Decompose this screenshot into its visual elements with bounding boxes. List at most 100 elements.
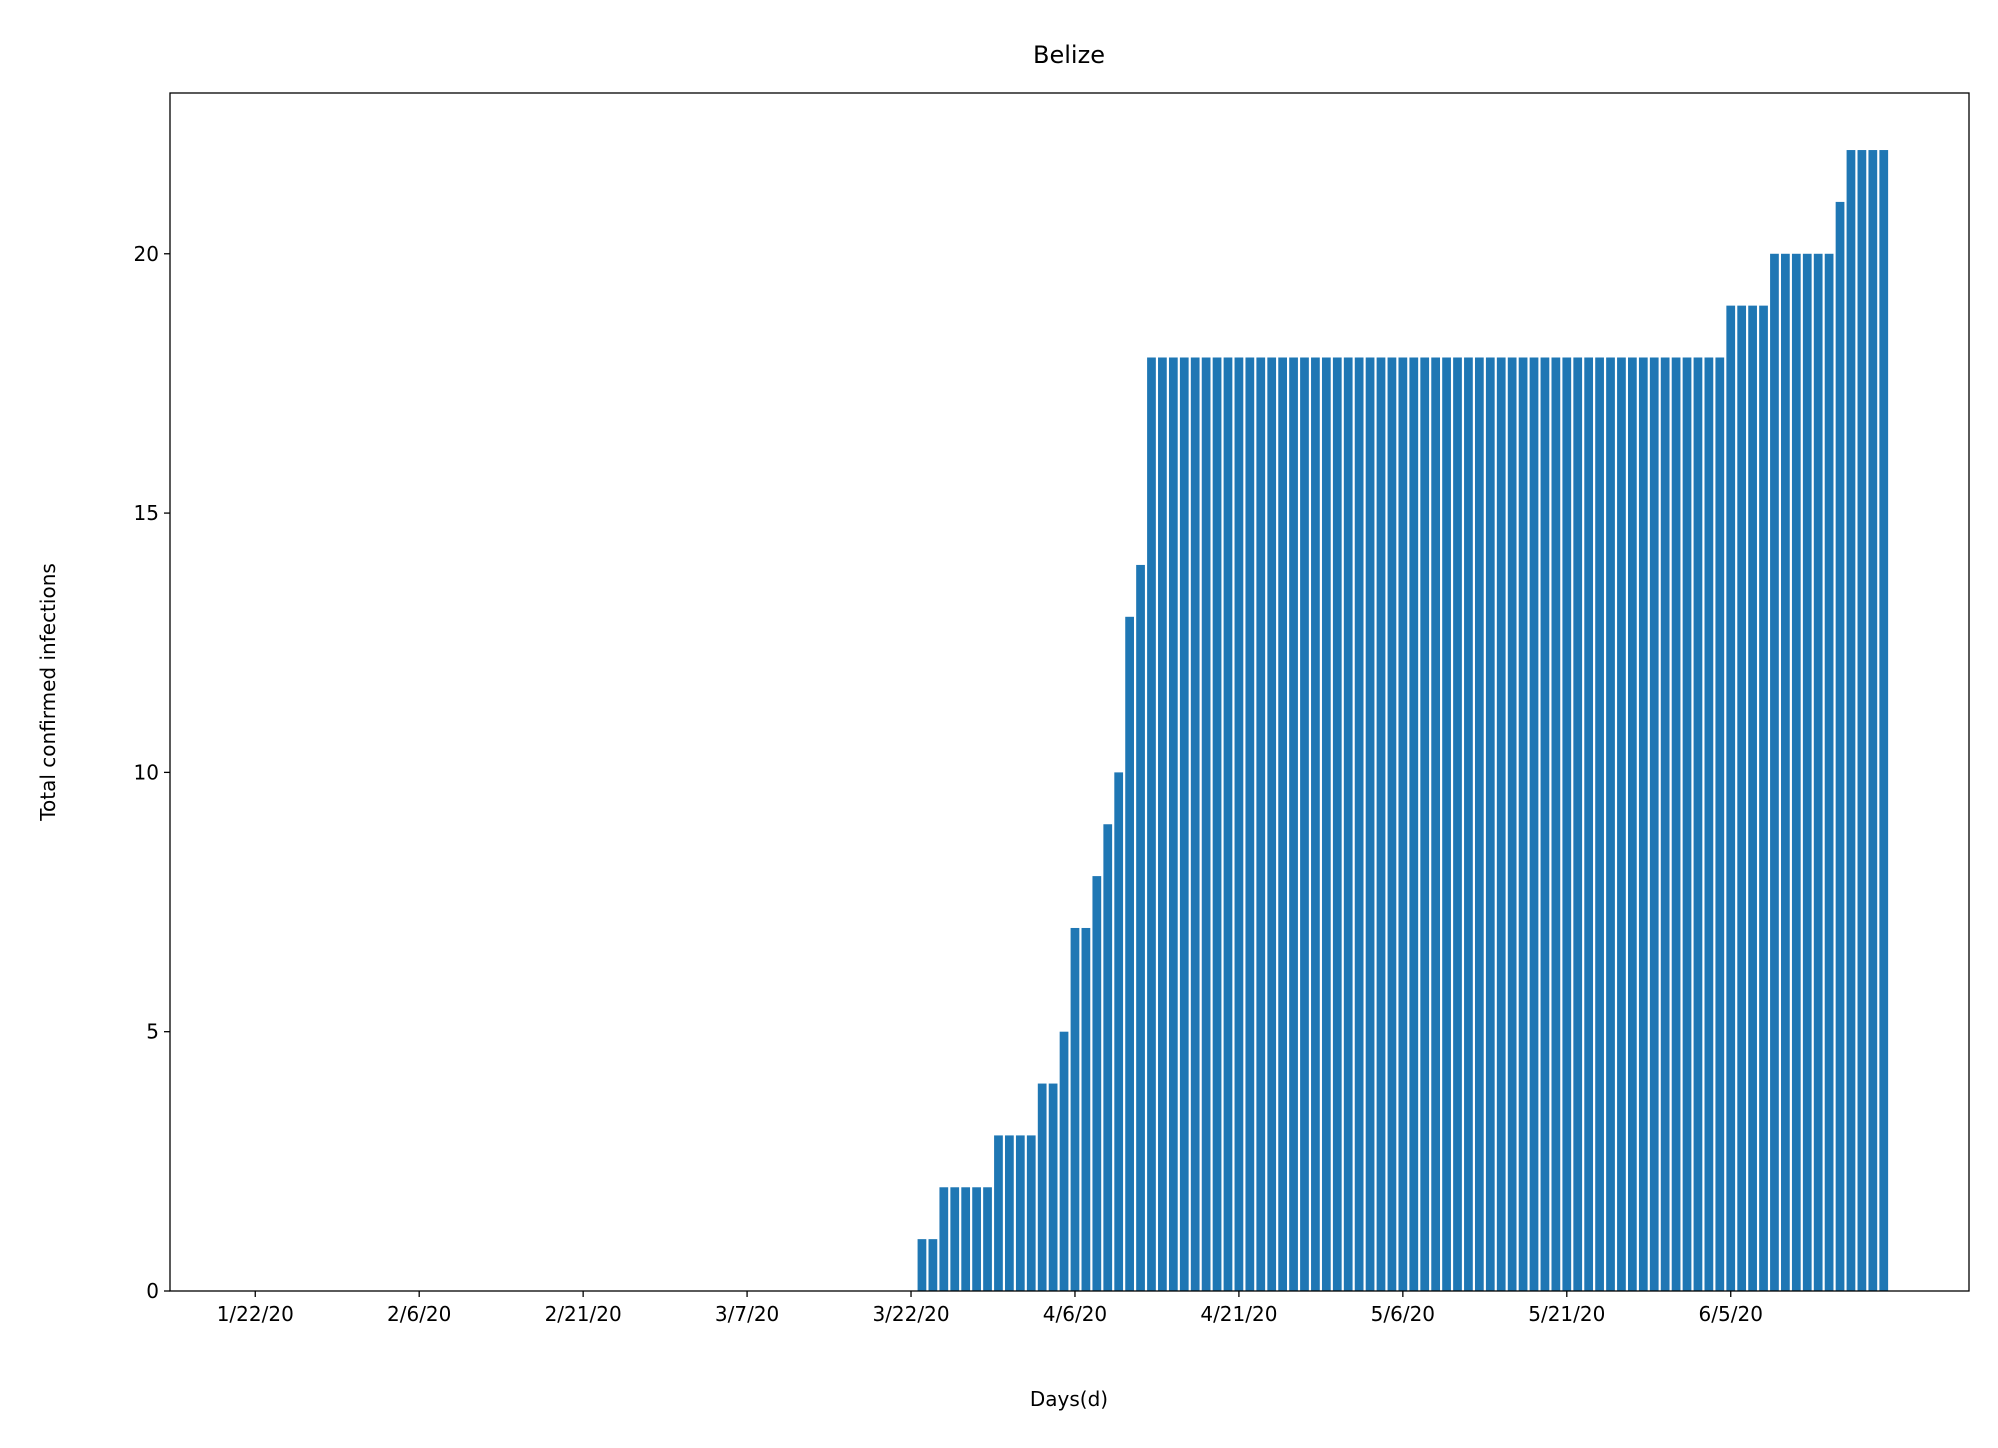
bar (1442, 357, 1451, 1291)
bar (928, 1239, 938, 1291)
bar (1245, 357, 1255, 1291)
bar (1791, 253, 1801, 1292)
x-tick-label: 4/6/20 (1043, 1302, 1107, 1326)
bar (1387, 357, 1397, 1291)
bar (1464, 357, 1473, 1291)
x-tick-label: 3/22/20 (872, 1302, 949, 1326)
bar (1168, 357, 1178, 1291)
bar (1136, 564, 1145, 1291)
bar (1365, 357, 1375, 1291)
bar (1868, 150, 1878, 1292)
x-tick-label: 2/6/20 (387, 1302, 451, 1326)
chart-title: Belize (1033, 41, 1105, 69)
bar (1300, 357, 1309, 1291)
bar (950, 1187, 960, 1291)
bar (1453, 357, 1462, 1291)
plot-frame (169, 92, 1970, 1292)
bar (1737, 305, 1747, 1291)
bar (1715, 357, 1725, 1291)
bar (1660, 357, 1670, 1291)
bar (1606, 357, 1615, 1291)
bar (983, 1187, 992, 1291)
bar (1551, 357, 1561, 1291)
bar (1671, 357, 1681, 1291)
y-tick-label: 5 (146, 1020, 159, 1044)
bar (939, 1187, 949, 1291)
bar (961, 1187, 971, 1291)
bar (1343, 357, 1353, 1291)
bar (917, 1239, 927, 1291)
bar (1070, 927, 1080, 1291)
bar (1813, 253, 1823, 1292)
bar (1879, 150, 1889, 1292)
bar (1540, 357, 1550, 1291)
x-tick-label: 5/6/20 (1371, 1302, 1435, 1326)
bar (1431, 357, 1441, 1291)
x-tick-label: 1/22/20 (217, 1302, 294, 1326)
y-tick-label: 20 (134, 242, 159, 266)
bar (1496, 357, 1506, 1291)
bar (1278, 357, 1287, 1291)
y-tick-label: 0 (146, 1279, 159, 1303)
x-tick-label: 6/5/20 (1699, 1302, 1763, 1326)
x-tick-label: 5/21/20 (1528, 1302, 1605, 1326)
x-axis-label: Days(d) (1030, 1387, 1108, 1411)
bar (1026, 1135, 1036, 1291)
bar (1420, 357, 1430, 1291)
bar (1289, 357, 1298, 1291)
bar (1770, 253, 1779, 1292)
bar (1376, 357, 1386, 1291)
bar (1190, 357, 1200, 1291)
bar (1005, 1135, 1014, 1291)
bar (1179, 357, 1189, 1291)
bar (1409, 357, 1419, 1291)
bar (1332, 357, 1342, 1291)
bar (1562, 357, 1572, 1291)
bar (1114, 772, 1124, 1291)
y-tick-label: 10 (134, 760, 159, 784)
bar (1846, 150, 1856, 1292)
bar (1507, 357, 1517, 1291)
bar (1059, 1031, 1069, 1291)
bar (1595, 357, 1604, 1291)
bar (1037, 1083, 1047, 1291)
bar (1015, 1135, 1025, 1291)
bar (1081, 927, 1091, 1291)
bar (1617, 357, 1626, 1291)
bar (1147, 357, 1156, 1291)
bar (1398, 357, 1408, 1291)
bar (1835, 201, 1845, 1292)
bar (1212, 357, 1222, 1291)
bar (1311, 357, 1320, 1291)
bar (1693, 357, 1703, 1291)
bar (1125, 616, 1134, 1291)
bar (1267, 357, 1277, 1291)
bar (1824, 253, 1834, 1292)
bar (1638, 357, 1648, 1291)
bar (1321, 357, 1331, 1291)
x-tick-label: 2/21/20 (545, 1302, 622, 1326)
x-tick-label: 3/7/20 (715, 1302, 779, 1326)
bar (972, 1187, 981, 1291)
bar (1781, 253, 1790, 1292)
bar (1201, 357, 1211, 1291)
bar (1474, 357, 1484, 1291)
bar (1649, 357, 1659, 1291)
bar (1092, 876, 1102, 1291)
bar (1584, 357, 1594, 1291)
bar (1704, 357, 1714, 1291)
y-tick-label: 15 (134, 501, 159, 525)
bar (1048, 1083, 1058, 1291)
bar (1573, 357, 1583, 1291)
bar (1354, 357, 1364, 1291)
bar (1802, 253, 1812, 1292)
y-axis-label: Total confirmed infections (36, 563, 60, 822)
bar (1103, 824, 1113, 1291)
bar (1234, 357, 1244, 1291)
bar (1158, 357, 1167, 1291)
bar (1627, 357, 1637, 1291)
bar (1857, 150, 1867, 1292)
bar (1485, 357, 1495, 1291)
bar (994, 1135, 1003, 1291)
